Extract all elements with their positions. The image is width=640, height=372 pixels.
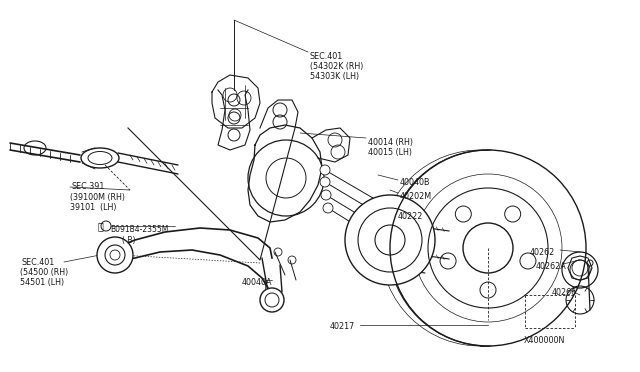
Text: SEC.401: SEC.401 [22, 258, 55, 267]
Circle shape [260, 288, 284, 312]
Text: 40266: 40266 [552, 288, 577, 297]
Text: 40015 (LH): 40015 (LH) [368, 148, 412, 157]
Text: Ⓑ: Ⓑ [97, 221, 103, 231]
Text: SEC.401: SEC.401 [310, 52, 343, 61]
Circle shape [97, 237, 133, 273]
Text: ( B): ( B) [122, 236, 136, 245]
Text: 54303K (LH): 54303K (LH) [310, 72, 359, 81]
Text: 40202M: 40202M [400, 192, 432, 201]
Circle shape [320, 177, 330, 187]
Circle shape [320, 165, 330, 175]
Text: 40222: 40222 [398, 212, 424, 221]
Polygon shape [248, 125, 322, 222]
Text: (54302K (RH): (54302K (RH) [310, 62, 364, 71]
Text: 40040A: 40040A [242, 278, 273, 287]
Polygon shape [312, 128, 350, 162]
Text: X400000N: X400000N [524, 336, 565, 345]
Text: (39100M (RH): (39100M (RH) [70, 193, 125, 202]
Circle shape [323, 203, 333, 213]
Text: SEC.391: SEC.391 [72, 182, 106, 191]
Polygon shape [260, 100, 298, 128]
Text: B091B4-2355M: B091B4-2355M [110, 225, 168, 234]
Text: 40014 (RH): 40014 (RH) [368, 138, 413, 147]
Text: 40217: 40217 [330, 322, 355, 331]
Text: 40262: 40262 [530, 248, 556, 257]
Text: 54501 (LH): 54501 (LH) [20, 278, 64, 287]
Text: (54500 (RH): (54500 (RH) [20, 268, 68, 277]
Polygon shape [115, 228, 272, 288]
Polygon shape [212, 75, 260, 128]
Text: 39101  (LH): 39101 (LH) [70, 203, 116, 212]
Text: 40262A: 40262A [536, 262, 567, 271]
Text: 40040B: 40040B [400, 178, 431, 187]
Circle shape [345, 195, 435, 285]
Circle shape [321, 190, 331, 200]
